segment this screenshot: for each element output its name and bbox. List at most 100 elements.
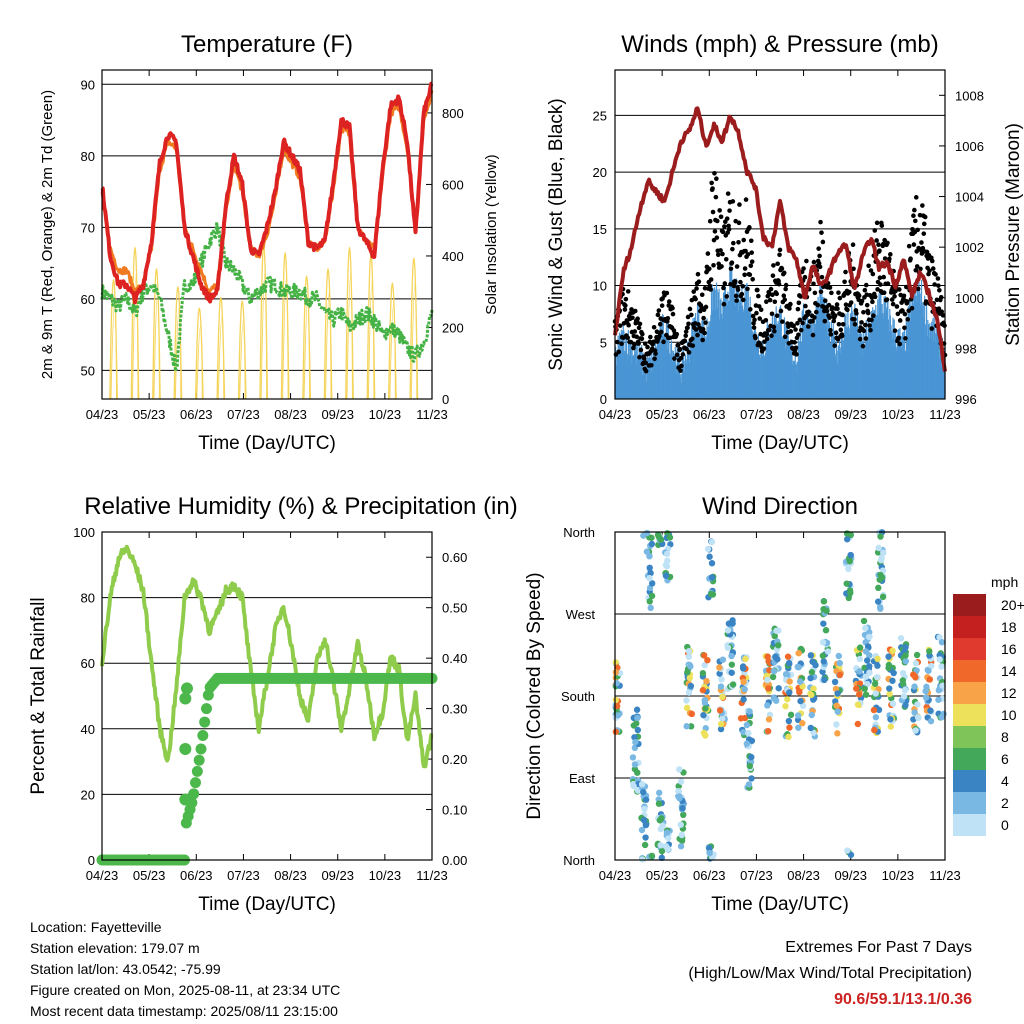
direction-point xyxy=(810,729,817,736)
gust-point xyxy=(884,297,890,302)
gust-point xyxy=(839,333,845,339)
gust-point xyxy=(724,216,730,221)
precip-point xyxy=(179,742,192,755)
direction-point xyxy=(902,657,910,665)
direction-point xyxy=(655,800,663,807)
gust-point xyxy=(694,286,699,291)
direction-point xyxy=(880,549,887,556)
gust-point xyxy=(881,290,887,296)
direction-point xyxy=(701,661,708,669)
direction-point xyxy=(889,647,896,654)
direction-point xyxy=(740,728,747,736)
gust-point xyxy=(911,242,917,247)
gust-point xyxy=(623,303,628,308)
gust-point xyxy=(769,333,774,339)
gust-point xyxy=(828,328,833,333)
colorbar-swatch xyxy=(953,792,986,814)
direction-point xyxy=(862,624,869,632)
gust-point xyxy=(764,332,770,337)
series-9m-t xyxy=(100,89,434,296)
direction-point xyxy=(874,598,882,605)
direction-point xyxy=(864,657,871,664)
gust-point xyxy=(939,309,944,314)
direction-point xyxy=(785,733,792,741)
direction-point xyxy=(704,545,712,553)
y-right-tick-label: 1006 xyxy=(955,139,984,154)
direction-point xyxy=(871,680,879,687)
gust-point xyxy=(713,194,719,200)
gust-point xyxy=(896,287,902,292)
direction-point xyxy=(856,691,863,698)
y-right-tick-label: 996 xyxy=(955,392,977,407)
y-tick-label: 10 xyxy=(593,279,607,294)
gust-point xyxy=(623,296,629,302)
x-axis-label: Time (Day/UTC) xyxy=(198,433,336,454)
gust-point xyxy=(852,317,857,322)
direction-point xyxy=(656,817,664,824)
direction-point xyxy=(632,738,639,746)
direction-point xyxy=(702,705,709,712)
direction-point xyxy=(835,652,842,660)
direction-point xyxy=(935,696,942,703)
gust-point xyxy=(720,251,725,257)
gust-point xyxy=(792,340,797,345)
direction-point xyxy=(700,711,707,719)
gust-point xyxy=(745,252,751,257)
gust-point xyxy=(914,264,920,269)
direction-point xyxy=(743,721,751,729)
direction-point xyxy=(699,687,707,694)
direction-point xyxy=(911,683,918,690)
solar-spike-inner xyxy=(324,292,332,400)
gust-point xyxy=(921,231,927,236)
gust-point xyxy=(656,308,662,313)
direction-point xyxy=(648,540,656,548)
x-tick-label: 05/23 xyxy=(133,407,166,422)
direction-point xyxy=(743,740,751,747)
gust-point xyxy=(885,281,891,287)
gust-point xyxy=(743,197,749,202)
direction-point xyxy=(797,678,804,685)
y-axis-label: Direction (Colored By Speed) xyxy=(524,572,545,819)
direction-point xyxy=(729,620,736,627)
y-tick-label: 0 xyxy=(88,853,95,868)
gust-point xyxy=(715,218,720,224)
direction-point xyxy=(642,821,650,829)
direction-point xyxy=(685,653,693,660)
gust-point xyxy=(874,220,880,226)
gust-point xyxy=(878,282,883,287)
gust-point xyxy=(788,301,793,307)
gust-point xyxy=(690,336,695,342)
gust-point xyxy=(632,342,637,347)
gust-point xyxy=(718,214,724,220)
direction-point xyxy=(706,849,713,857)
gust-point xyxy=(801,266,806,271)
gust-point xyxy=(822,298,828,303)
direction-point xyxy=(717,720,725,728)
direction-point xyxy=(856,644,864,651)
direction-point xyxy=(683,704,691,712)
direction-point xyxy=(834,690,841,697)
gust-point xyxy=(756,304,762,309)
gust-point xyxy=(711,262,716,268)
gust-point xyxy=(720,229,726,235)
gust-point xyxy=(653,351,658,356)
direction-point xyxy=(887,723,895,730)
gust-point xyxy=(933,272,938,277)
direction-point xyxy=(740,696,747,703)
direction-point xyxy=(819,668,826,675)
gust-point xyxy=(632,329,638,334)
y-right-tick-label: 800 xyxy=(442,106,464,121)
direction-point xyxy=(700,652,708,659)
x-tick-label: 06/23 xyxy=(180,407,213,422)
direction-point xyxy=(708,574,716,581)
gust-point xyxy=(636,325,642,331)
gust-point xyxy=(636,341,641,346)
gust-point xyxy=(703,320,708,325)
gust-point xyxy=(869,317,874,323)
gust-point xyxy=(828,332,834,337)
gust-point xyxy=(634,334,639,340)
gust-point xyxy=(631,345,636,351)
direction-point xyxy=(717,683,725,690)
colorbar: mph 20+ 18 16 14 12 10 8 6 4 2 0 xyxy=(953,574,1024,836)
colorbar-swatch xyxy=(953,748,986,770)
